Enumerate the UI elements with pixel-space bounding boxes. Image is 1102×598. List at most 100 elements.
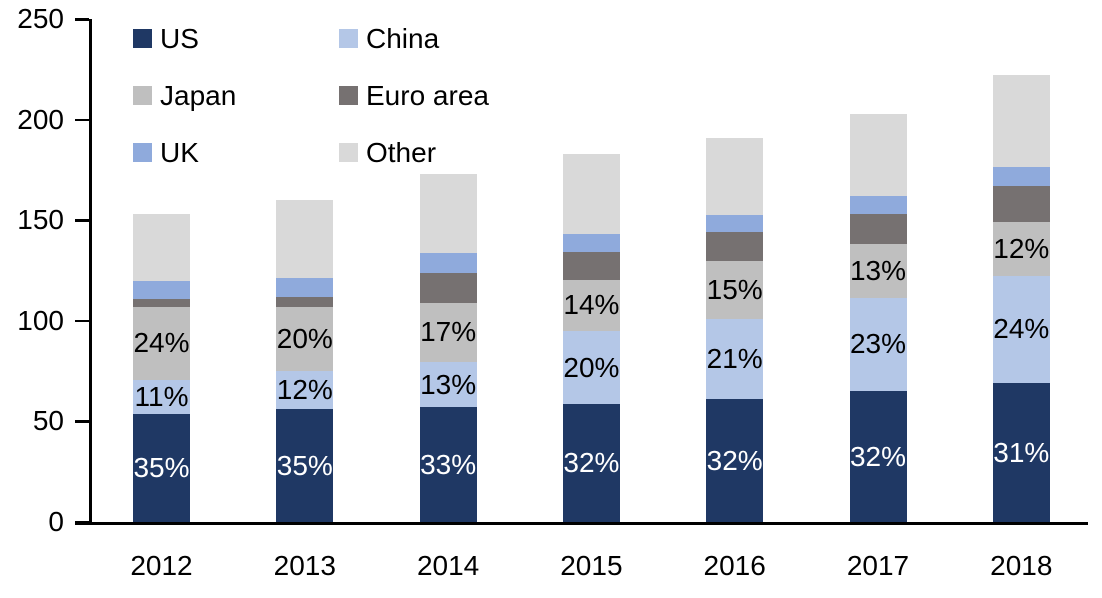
bar-segment-uk bbox=[706, 215, 764, 233]
x-tick-label-2018: 2018 bbox=[990, 550, 1053, 581]
bar-segment-euro-area bbox=[992, 185, 1050, 223]
y-tick-label: 200 bbox=[17, 103, 64, 135]
bar-segment-label-china: 20% bbox=[563, 351, 620, 383]
bar-2018: 31% 24% 12% bbox=[992, 75, 1050, 522]
bar-segment-label-japan: 14% bbox=[563, 289, 620, 321]
legend-label-china: China bbox=[366, 22, 440, 54]
bar-segment-label-china: 21% bbox=[706, 343, 763, 375]
bar-segment-japan bbox=[849, 244, 907, 298]
legend-swatch-japan bbox=[133, 85, 152, 105]
x-axis-line bbox=[75, 522, 1088, 525]
bar-segment-other bbox=[419, 173, 477, 254]
y-tick-mark bbox=[75, 219, 89, 222]
y-tick-mark bbox=[75, 521, 89, 524]
bar-2015: 32% 20% 14% bbox=[562, 153, 620, 522]
y-tick-mark bbox=[75, 18, 89, 21]
bar-segment-label-us: 32% bbox=[563, 447, 620, 479]
x-tick-label-2015: 2015 bbox=[560, 550, 623, 581]
bar-segment-japan bbox=[276, 306, 334, 372]
bar-segment-us bbox=[133, 414, 190, 522]
bar-segment-label-us: 33% bbox=[420, 448, 477, 480]
legend-label-uk: UK bbox=[160, 136, 199, 168]
bar-segment-other bbox=[276, 200, 334, 278]
bar-segment-china bbox=[992, 275, 1050, 384]
y-tick-label: 150 bbox=[17, 204, 64, 236]
bar-segment-japan bbox=[992, 222, 1050, 276]
bar-segment-label-japan: 12% bbox=[993, 232, 1050, 264]
bar-segment-euro-area bbox=[419, 272, 477, 303]
bar-segment-us bbox=[562, 404, 620, 522]
bar-segment-euro-area bbox=[133, 298, 190, 307]
bar-segment-china bbox=[419, 362, 477, 408]
legend-label-other: Other bbox=[366, 136, 437, 168]
x-tick-label-2012: 2012 bbox=[130, 550, 193, 581]
bar-segment-other bbox=[849, 113, 907, 197]
y-tick-label: 0 bbox=[48, 506, 64, 537]
x-tick-label-2017: 2017 bbox=[846, 550, 910, 581]
bar-segment-label-japan: 24% bbox=[133, 327, 190, 359]
bar-segment-japan bbox=[419, 302, 477, 363]
bar-segment-china bbox=[562, 330, 620, 405]
y-tick-label: 100 bbox=[17, 304, 64, 336]
bar-segment-label-japan: 17% bbox=[420, 316, 477, 348]
bar-segment-uk bbox=[562, 234, 620, 253]
bar-segment-label-china: 11% bbox=[134, 381, 189, 413]
bar-segment-euro-area bbox=[706, 232, 764, 262]
bar-segment-uk bbox=[992, 166, 1050, 186]
x-tick-label-2013: 2013 bbox=[273, 550, 336, 581]
bar-segment-label-china: 24% bbox=[993, 313, 1050, 345]
bar-segment-euro-area bbox=[849, 214, 907, 245]
legend-label-us: US bbox=[160, 22, 199, 54]
bar-segment-japan bbox=[562, 279, 620, 331]
bar-segment-uk bbox=[849, 196, 907, 215]
bar-2017: 32% 23% 13% bbox=[849, 113, 907, 522]
bar-segment-us bbox=[992, 383, 1050, 522]
x-tick-label-2014: 2014 bbox=[416, 550, 480, 581]
bar-segment-label-japan: 20% bbox=[276, 322, 333, 354]
bar-segment-uk bbox=[133, 280, 190, 299]
bar-segment-china bbox=[849, 297, 907, 392]
bar-segment-label-us: 32% bbox=[706, 444, 763, 476]
legend-label-japan: Japan bbox=[160, 79, 237, 111]
bar-segment-other bbox=[562, 153, 620, 235]
bar-segment-china bbox=[706, 318, 764, 400]
bar-2014: 33% 13% 17% bbox=[419, 173, 477, 522]
y-axis-line bbox=[89, 19, 92, 525]
y-tick-mark bbox=[75, 118, 89, 122]
bar-segment-other bbox=[706, 137, 764, 216]
bar-segment-label-japan: 15% bbox=[706, 274, 763, 306]
bar-segment-label-us: 35% bbox=[276, 449, 333, 481]
bar-2013: 35% 12% 20% bbox=[276, 200, 334, 522]
bar-segment-china bbox=[276, 371, 334, 410]
y-tick-mark bbox=[75, 420, 89, 423]
bar-segment-label-us: 32% bbox=[849, 440, 907, 472]
bar-segment-label-china: 13% bbox=[420, 368, 477, 400]
y-tick-mark bbox=[75, 319, 89, 323]
bar-segment-label-japan: 13% bbox=[849, 255, 907, 286]
legend-swatch-china bbox=[339, 28, 358, 48]
y-tick-label: 250 bbox=[17, 3, 64, 34]
bar-segment-us bbox=[419, 407, 477, 522]
bar-segment-japan bbox=[133, 306, 190, 381]
bar-segment-us bbox=[706, 399, 764, 522]
bar-segment-japan bbox=[706, 261, 764, 319]
bar-2016: 32% 21% 15% bbox=[706, 137, 764, 522]
bar-2012: 35% 11% 24% bbox=[133, 214, 190, 522]
x-tick-label-2016: 2016 bbox=[703, 550, 766, 581]
bar-segment-label-china: 12% bbox=[276, 374, 333, 406]
legend-swatch-uk bbox=[133, 142, 152, 162]
bar-segment-us bbox=[276, 409, 334, 522]
bar-segment-label-china: 23% bbox=[849, 328, 907, 360]
bar-segment-euro-area bbox=[562, 252, 620, 280]
bar-segment-label-us: 31% bbox=[993, 436, 1050, 468]
bar-segment-uk bbox=[276, 277, 334, 297]
bar-segment-other bbox=[133, 214, 190, 281]
bar-segment-uk bbox=[419, 253, 477, 273]
legend-swatch-us bbox=[133, 28, 152, 48]
bar-segment-euro-area bbox=[276, 296, 334, 307]
y-tick-label: 50 bbox=[32, 405, 64, 437]
legend-label-euro-area: Euro area bbox=[366, 79, 489, 111]
bar-segment-label-us: 35% bbox=[133, 452, 190, 484]
legend-swatch-other bbox=[339, 142, 358, 162]
